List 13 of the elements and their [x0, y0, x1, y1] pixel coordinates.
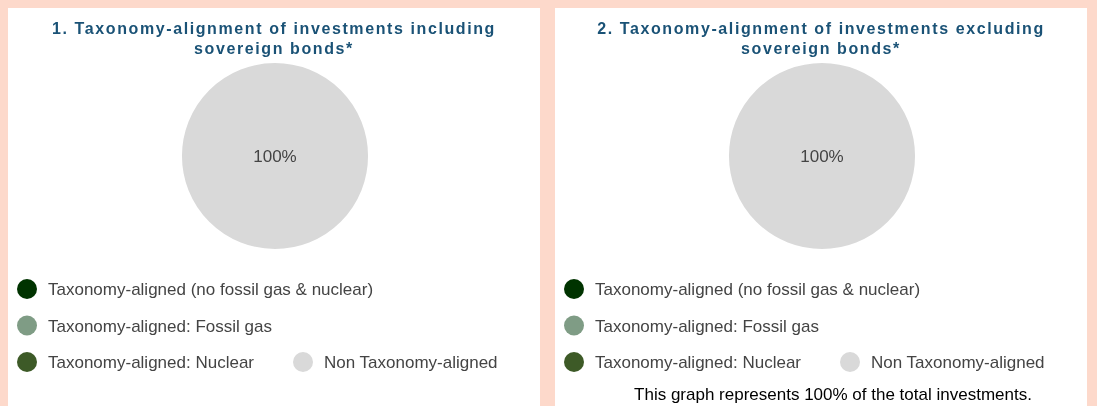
chart-title: 2. Taxonomy-alignment of investments excluding sovereign bonds* [597, 20, 1045, 57]
legend-label: Taxonomy-aligned (no fossil gas & nuclear) [595, 280, 921, 299]
text: This graph represents 100% of the total investments. [634, 385, 1032, 404]
legend-label: Taxonomy-aligned: Nuclear [48, 353, 255, 372]
legend-label: Non Taxonomy-aligned [871, 353, 1045, 372]
data-label: 100% [253, 147, 297, 166]
legend-label: Non Taxonomy-aligned [324, 353, 498, 372]
data-label: 100% [800, 147, 844, 166]
legend-label: Taxonomy-aligned (no fossil gas & nuclear) [48, 280, 374, 299]
legend-label: Taxonomy-aligned: Fossil gas [48, 316, 272, 336]
chart-title: 1. Taxonomy-alignment of investments including sovereign bonds* [51, 20, 497, 57]
legend-label: Taxonomy-aligned: Nuclear [595, 353, 802, 372]
legend-label: Taxonomy-aligned: Fossil gas [595, 316, 819, 336]
